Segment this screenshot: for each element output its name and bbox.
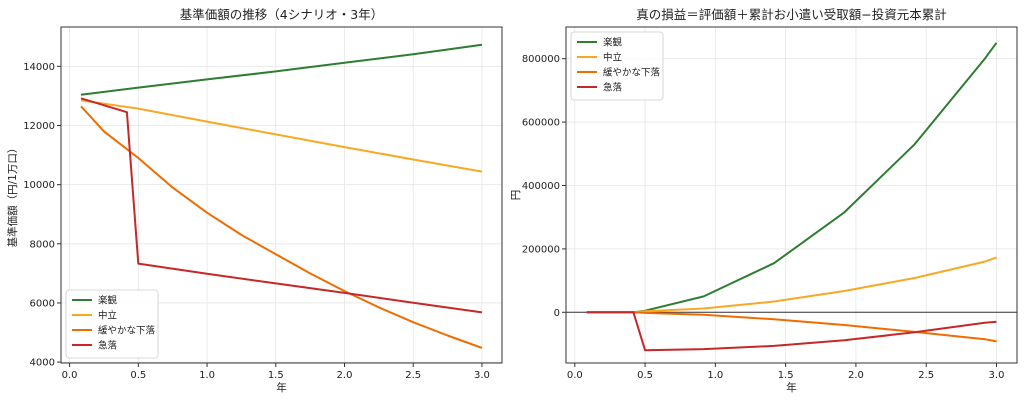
series-line-4 xyxy=(586,311,997,352)
legend-label: 急落 xyxy=(603,82,623,94)
y-tick-label: 400000 xyxy=(522,181,560,192)
y-tick-label: 12000 xyxy=(23,121,55,132)
x-tick-label: 2.5 xyxy=(918,370,934,381)
series-line-4 xyxy=(80,97,483,314)
x-tick-label: 0.5 xyxy=(130,370,146,381)
series-line-3 xyxy=(80,105,483,349)
y-tick-label: 6000 xyxy=(30,298,55,309)
x-tick-label: 3.0 xyxy=(474,370,490,381)
y-tick-label: 8000 xyxy=(30,239,55,250)
y-tick-label: 14000 xyxy=(23,62,55,73)
series-line-2 xyxy=(80,99,483,173)
x-tick-label: 2.0 xyxy=(848,370,864,381)
x-tick-label: 1.0 xyxy=(199,370,215,381)
legend-label: 楽観 xyxy=(98,295,118,307)
y-tick-label: 600000 xyxy=(522,118,560,129)
x-axis-label: 年 xyxy=(786,381,797,394)
chart-title: 真の損益＝評価額＋累計お小遣い受取額−投資元本累計 xyxy=(636,7,946,22)
x-tick-label: 0.0 xyxy=(62,370,78,381)
series-line-1 xyxy=(80,43,483,96)
x-tick-label: 0.0 xyxy=(567,370,583,381)
chart-panel-1: 0.0 0.5 1.0 1.5 2.0 2.5 3.0 4000 6000 8000 10000 12… xyxy=(6,7,503,394)
x-tick-label: 0.5 xyxy=(637,370,653,381)
legend-label: 中立 xyxy=(603,52,622,64)
y-tick-label: 800000 xyxy=(522,54,560,65)
y-tick-label: 200000 xyxy=(522,244,560,255)
y-axis-label: 基準価額（円/1万口） xyxy=(6,143,19,248)
legend-label: 楽観 xyxy=(603,37,623,49)
series-line-2 xyxy=(586,256,997,314)
chart-panel-2: 0.0 0.5 1.0 1.5 2.0 2.5 3.0 0 200000 400000 600000… xyxy=(510,7,1018,394)
chart-title: 基準価額の推移（4シナリオ・3年） xyxy=(180,7,383,22)
legend-box xyxy=(65,289,159,359)
legend-label: 緩やかな下落 xyxy=(98,325,156,337)
x-tick-label: 1.0 xyxy=(707,370,723,381)
x-axis-label: 年 xyxy=(276,381,287,394)
x-tick-label: 2.0 xyxy=(337,370,353,381)
series-line-3 xyxy=(586,311,997,343)
plot-frame xyxy=(565,26,1018,364)
legend-label: 急落 xyxy=(98,340,118,352)
x-tick-label: 1.5 xyxy=(778,370,794,381)
y-tick-label: 10000 xyxy=(23,180,55,191)
x-tick-label: 3.0 xyxy=(989,370,1005,381)
y-tick-label: 4000 xyxy=(30,358,55,369)
plot-frame xyxy=(60,26,503,364)
legend-label: 中立 xyxy=(98,310,117,322)
legend-box xyxy=(570,31,664,101)
x-tick-label: 1.5 xyxy=(268,370,284,381)
y-tick-label: 0 xyxy=(554,308,560,319)
y-axis-label: 円 xyxy=(510,190,522,201)
legend-label: 緩やかな下落 xyxy=(603,67,661,79)
x-tick-label: 2.5 xyxy=(405,370,421,381)
